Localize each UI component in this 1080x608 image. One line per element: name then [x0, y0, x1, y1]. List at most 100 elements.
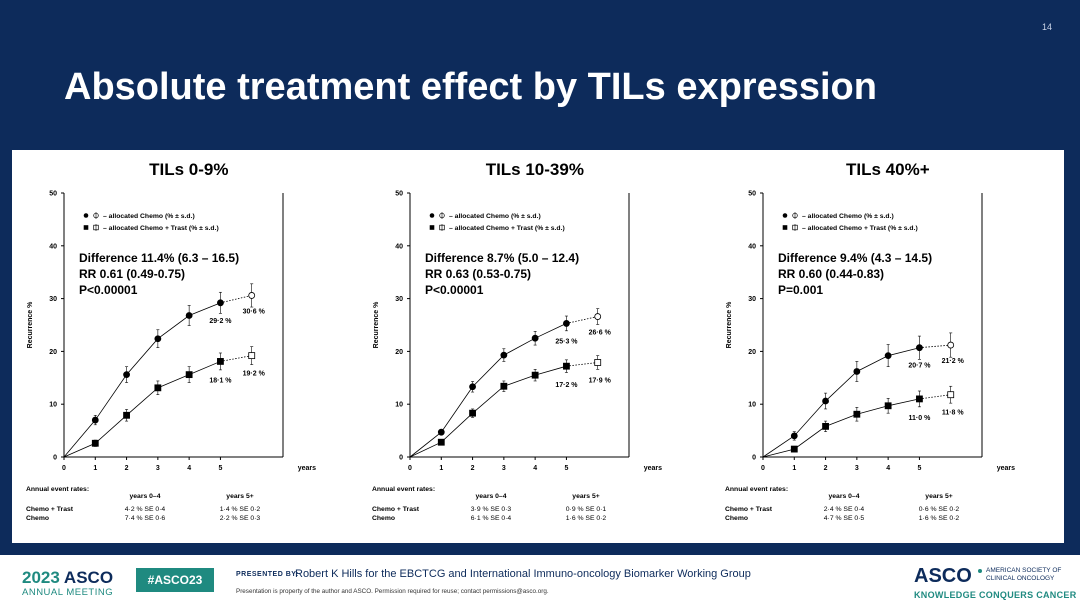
x-tick-label: 5 — [564, 465, 568, 472]
series-line — [762, 347, 920, 458]
legend-label: – allocated Chemo + Trast (% ± s.d.) — [449, 225, 565, 232]
series-chemo-trast: 17·2 % 17·9 % — [409, 355, 612, 458]
filled-square-point — [790, 445, 798, 453]
stat-line: P<0.00001 — [79, 283, 138, 297]
annual-rates-early: 4·7 % SE 0·5 — [824, 515, 865, 522]
data-label: 25·3 % — [555, 338, 578, 345]
x-tick-label: 4 — [187, 465, 191, 472]
society-name-line1: AMERICAN SOCIETY OF — [986, 567, 1062, 574]
legend-filled-square — [83, 225, 89, 230]
data-label: 30·6 % — [243, 308, 266, 315]
filled-circle-point — [437, 428, 445, 436]
series-line — [63, 302, 221, 458]
annual-rates-heading: Annual event rates: — [372, 486, 435, 493]
annual-rates-colhead: years 0–4 — [130, 493, 161, 500]
meeting-year: 2023 — [22, 568, 60, 587]
x-tick-label: 2 — [824, 465, 828, 472]
presenter: Robert K Hills for the EBCTCG and Intern… — [295, 568, 751, 580]
annual-rates-early: 3·9 % SE 0·3 — [471, 506, 512, 513]
open-circle-point — [594, 313, 602, 320]
slide-title: Absolute treatment effect by TILs expres… — [64, 66, 877, 108]
meeting-asco: ASCO — [63, 568, 114, 587]
annual-rates-early: 7·4 % SE 0·6 — [125, 515, 166, 522]
annual-rates-early: 6·1 % SE 0·4 — [471, 515, 512, 522]
annual-rates-late: 1·6 % SE 0·2 — [919, 515, 960, 522]
y-tick-label: 10 — [395, 402, 403, 409]
chart-title: TILs 10-39% — [486, 160, 584, 179]
filled-square-point — [185, 371, 193, 379]
x-tick-label: 3 — [855, 465, 859, 472]
stat-line: Difference 9.4% (4.3 – 14.5) — [778, 251, 932, 265]
filled-circle-point — [185, 312, 193, 319]
x-axis-label: years — [298, 465, 316, 472]
legend-filled-circle — [429, 213, 435, 218]
y-axis-label: Recurrence % — [726, 301, 733, 348]
chart-2: TILs 10-39% 0 10 20 30 40 50 0 1 2 3 4 5 Recurrence %… — [372, 160, 662, 522]
series-chemo-trast: 18·1 % 19·2 % — [63, 346, 266, 458]
y-tick-label: 50 — [49, 191, 57, 198]
filled-circle-point — [469, 383, 476, 391]
filled-square-point — [123, 411, 130, 419]
y-tick-label: 30 — [748, 296, 756, 303]
filled-square-point — [469, 409, 476, 417]
chart-title: TILs 0-9% — [149, 160, 228, 179]
presented-by-label: PRESENTED BY: — [236, 571, 299, 578]
filled-circle-point — [123, 371, 130, 379]
filled-square-point — [437, 438, 445, 446]
series-chemo: 29·2 % 30·6 % — [63, 283, 266, 458]
open-square-point — [248, 352, 256, 360]
annual-rates-heading: Annual event rates: — [26, 486, 89, 493]
legend-label: – allocated Chemo + Trast (% ± s.d.) — [103, 225, 219, 232]
data-label: 11·8 % — [942, 410, 965, 417]
filled-square-point — [563, 362, 570, 370]
legend-label: – allocated Chemo + Trast (% ± s.d.) — [802, 225, 918, 232]
filled-circle-point — [154, 335, 162, 343]
series-line-extension — [220, 295, 252, 304]
meeting-logo: 2023 ASCO — [22, 568, 113, 588]
y-tick-label: 10 — [748, 402, 756, 409]
asco-logo-mark — [978, 569, 982, 573]
filled-square-point — [822, 422, 829, 430]
asco-logo: ASCO — [914, 565, 972, 587]
y-tick-label: 10 — [49, 402, 57, 409]
x-tick-label: 4 — [886, 465, 890, 472]
annual-rates-colhead: years 5+ — [572, 493, 599, 500]
data-label: 19·2 % — [243, 371, 266, 378]
series-chemo: 20·7 % 21·2 % — [762, 332, 965, 458]
filled-square-point — [91, 439, 99, 447]
frame-left — [0, 150, 12, 543]
filled-circle-point — [563, 320, 570, 327]
series-line-extension — [220, 355, 252, 362]
annual-rates-early: 4·2 % SE 0·4 — [125, 506, 166, 513]
legend-filled-circle — [83, 213, 89, 218]
x-tick-label: 0 — [761, 465, 765, 472]
slide-header: 14 Absolute treatment effect by TILs exp… — [0, 0, 1080, 150]
annual-rates-row-label: Chemo — [725, 515, 748, 522]
filled-square-point — [916, 395, 923, 403]
filled-circle-point — [91, 416, 99, 424]
data-label: 29·2 % — [209, 318, 232, 325]
x-tick-label: 5 — [917, 465, 921, 472]
series-line-extension — [566, 362, 598, 367]
data-label: 17·9 % — [589, 377, 612, 384]
series-chemo: 25·3 % 26·6 % — [409, 308, 612, 458]
legend-label: – allocated Chemo (% ± s.d.) — [103, 213, 195, 220]
annual-rates-early: 2·4 % SE 0·4 — [824, 506, 865, 513]
chart-1: TILs 0-9% 0 10 20 30 40 50 0 1 2 3 4 5 Recurrence % ye… — [26, 160, 316, 522]
hashtag-badge: #ASCO23 — [136, 568, 214, 592]
annual-rates-colhead: years 5+ — [925, 493, 952, 500]
legend-filled-square — [782, 225, 788, 230]
y-tick-label: 30 — [395, 296, 403, 303]
data-label: 20·7 % — [908, 363, 931, 370]
annual-rates-row-label: Chemo + Trast — [26, 506, 74, 513]
filled-circle-point — [790, 432, 798, 440]
x-tick-label: 0 — [62, 465, 66, 472]
y-tick-label: 0 — [399, 455, 403, 462]
legend-label: – allocated Chemo (% ± s.d.) — [802, 213, 894, 220]
filled-circle-point — [822, 397, 829, 405]
data-label: 21·2 % — [942, 358, 965, 365]
y-tick-label: 50 — [748, 191, 756, 198]
x-axis-label: years — [997, 465, 1015, 472]
annual-rates-heading: Annual event rates: — [725, 486, 788, 493]
